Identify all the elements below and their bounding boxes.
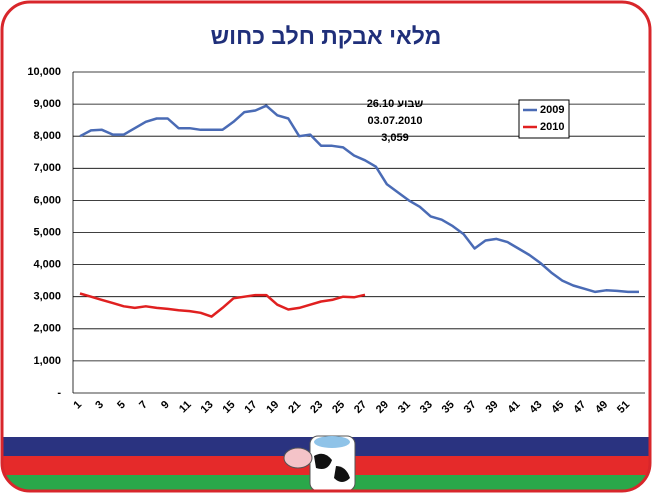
x-tick-label: 33	[418, 399, 435, 416]
x-tick-label: 51	[615, 399, 632, 416]
y-tick-label: 9,000	[33, 98, 61, 110]
x-tick-label: 11	[177, 399, 194, 416]
x-tick-label: 23	[308, 399, 325, 416]
x-tick-label: 31	[396, 399, 413, 416]
line-series	[79, 292, 366, 318]
chart-title: מלאי אבקת חלב כחוש	[211, 23, 442, 49]
x-tick-label: 29	[374, 399, 391, 416]
x-tick-label: 1	[71, 399, 84, 412]
legend-label: 2010	[540, 121, 564, 133]
y-tick-label: 7,000	[33, 162, 61, 174]
x-tick-label: 9	[159, 399, 172, 412]
x-tick-label: 47	[571, 399, 588, 416]
y-tick-label: 6,000	[33, 194, 61, 206]
legend-box	[518, 99, 570, 139]
y-tick-label: 3,000	[33, 291, 61, 303]
y-tick-label: 10,000	[27, 66, 61, 78]
x-tick-label: 49	[593, 399, 610, 416]
x-tick-label: 19	[264, 399, 281, 416]
y-tick-label: -	[57, 387, 61, 399]
y-tick-label: 1,000	[33, 355, 61, 367]
y-tick-label: 5,000	[33, 226, 61, 238]
x-tick-label: 21	[286, 399, 303, 416]
x-tick-label: 35	[440, 399, 457, 416]
x-tick-label: 7	[137, 399, 150, 412]
x-tick-label: 37	[462, 399, 479, 416]
x-tick-label: 3	[93, 399, 106, 412]
x-tick-label: 17	[242, 399, 259, 416]
annotation: 03.07.2010	[367, 115, 422, 127]
x-tick-label: 5	[115, 399, 128, 412]
x-tick-label: 27	[352, 399, 369, 416]
x-tick-label: 43	[527, 399, 544, 416]
x-tick-label: 15	[220, 399, 237, 416]
legend-label: 2009	[540, 104, 564, 116]
line-series	[79, 104, 639, 294]
y-tick-label: 8,000	[33, 130, 61, 142]
y-tick-label: 2,000	[33, 323, 61, 335]
x-tick-label: 13	[199, 399, 216, 416]
footer-decoration	[2, 435, 650, 491]
x-tick-label: 25	[330, 399, 347, 416]
x-tick-label: 41	[505, 399, 522, 416]
y-tick-label: 4,000	[33, 259, 61, 271]
x-tick-label: 39	[484, 399, 501, 416]
x-tick-label: 45	[549, 399, 566, 416]
annotation: 3,059	[381, 132, 409, 144]
